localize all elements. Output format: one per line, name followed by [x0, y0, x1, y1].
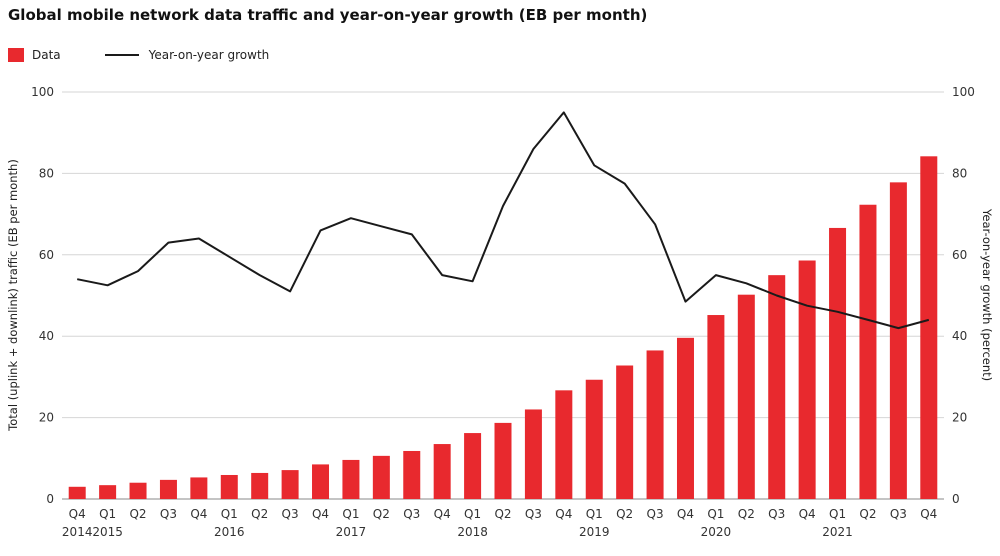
left-tick-label: 0	[46, 492, 54, 506]
x-quarter-label: Q2	[738, 507, 755, 521]
data-bar	[281, 470, 299, 499]
data-bar	[251, 472, 269, 499]
left-tick-label: 60	[39, 248, 54, 262]
x-quarter-label: Q2	[859, 507, 876, 521]
left-axis-title: Total (uplink + downlink) traffic (EB pe…	[6, 159, 20, 432]
data-bar	[555, 390, 573, 499]
data-bar	[464, 433, 482, 499]
x-quarter-label: Q1	[464, 507, 481, 521]
data-bar	[616, 365, 634, 499]
right-tick-label: 60	[952, 248, 967, 262]
x-quarter-label: Q1	[829, 507, 846, 521]
x-axis-ticks: Q4 2014 Q1 2015 Q2 Q3 Q4 Q1 2016 Q2 Q3 Q4 Q1 2017 Q2 Q3…	[62, 507, 937, 539]
x-quarter-label: Q3	[768, 507, 785, 521]
data-bar	[220, 474, 238, 499]
x-quarter-label: Q2	[129, 507, 146, 521]
x-quarter-label: Q2	[616, 507, 633, 521]
data-bar	[524, 409, 542, 499]
right-tick-label: 0	[952, 492, 960, 506]
legend-line-swatch	[104, 54, 139, 56]
left-tick-label: 100	[31, 85, 54, 99]
data-bar	[190, 477, 208, 499]
x-quarter-label: Q3	[890, 507, 907, 521]
legend-bar-swatch	[8, 48, 24, 62]
data-bar	[129, 482, 147, 499]
right-tick-label: 100	[952, 85, 975, 99]
x-quarter-label: Q3	[160, 507, 177, 521]
data-bar	[585, 379, 603, 499]
x-quarter-label: Q3	[282, 507, 299, 521]
x-quarter-label: Q1	[586, 507, 603, 521]
data-bar	[859, 204, 877, 499]
data-bar	[403, 450, 421, 499]
x-year-label: 2020	[701, 525, 732, 539]
x-quarter-label: Q2	[494, 507, 511, 521]
bar-series	[68, 156, 938, 500]
x-quarter-label: Q1	[221, 507, 238, 521]
x-quarter-label: Q4	[69, 507, 86, 521]
data-bar	[889, 182, 907, 499]
chart-legend: Data Year-on-year growth	[8, 48, 269, 62]
data-bar	[433, 444, 451, 499]
x-year-label: 2014	[62, 525, 93, 539]
right-tick-label: 80	[952, 166, 967, 180]
x-quarter-label: Q4	[434, 507, 451, 521]
right-axis-ticks: 0 20 40 60 80 100	[952, 85, 975, 506]
x-quarter-label: Q2	[251, 507, 268, 521]
data-bar	[737, 294, 755, 499]
chart-title: Global mobile network data traffic and y…	[8, 6, 648, 24]
x-quarter-label: Q1	[707, 507, 724, 521]
x-year-label: 2021	[822, 525, 853, 539]
x-quarter-label: Q4	[190, 507, 207, 521]
x-year-label: 2019	[579, 525, 610, 539]
right-tick-label: 40	[952, 329, 967, 343]
growth-line-series	[77, 111, 930, 330]
x-year-label: 2018	[457, 525, 488, 539]
x-quarter-label: Q3	[403, 507, 420, 521]
data-bar	[676, 337, 694, 499]
x-quarter-label: Q4	[920, 507, 937, 521]
data-bar	[920, 156, 938, 499]
data-bar	[646, 350, 664, 499]
x-quarter-label: Q4	[312, 507, 329, 521]
legend-data-label: Data	[32, 48, 61, 62]
data-bar	[159, 479, 177, 499]
data-bar	[768, 275, 786, 499]
data-bar	[342, 459, 360, 499]
x-year-label: 2017	[336, 525, 367, 539]
legend-growth-label: Year-on-year growth	[148, 48, 270, 62]
x-year-label: 2015	[92, 525, 123, 539]
x-quarter-label: Q4	[555, 507, 572, 521]
x-quarter-label: Q1	[99, 507, 116, 521]
data-bar	[829, 227, 847, 500]
data-bar	[798, 260, 816, 499]
x-quarter-label: Q3	[525, 507, 542, 521]
data-bar	[68, 486, 86, 499]
left-tick-label: 40	[39, 329, 54, 343]
x-quarter-label: Q3	[647, 507, 664, 521]
right-axis-title: Year-on-year growth (percent)	[980, 208, 994, 381]
data-bar	[312, 464, 330, 499]
x-year-label: 2016	[214, 525, 245, 539]
data-bar	[707, 315, 725, 499]
x-quarter-label: Q2	[373, 507, 390, 521]
x-quarter-label: Q4	[799, 507, 816, 521]
left-tick-label: 20	[39, 411, 54, 425]
x-quarter-label: Q1	[342, 507, 359, 521]
data-bar	[494, 422, 512, 499]
left-tick-label: 80	[39, 166, 54, 180]
gridlines	[62, 91, 944, 500]
data-bar	[99, 485, 117, 499]
data-bar	[372, 455, 390, 499]
left-axis-ticks: 0 20 40 60 80 100	[31, 85, 54, 506]
x-quarter-label: Q4	[677, 507, 694, 521]
right-tick-label: 20	[952, 411, 967, 425]
growth-line	[77, 111, 930, 330]
